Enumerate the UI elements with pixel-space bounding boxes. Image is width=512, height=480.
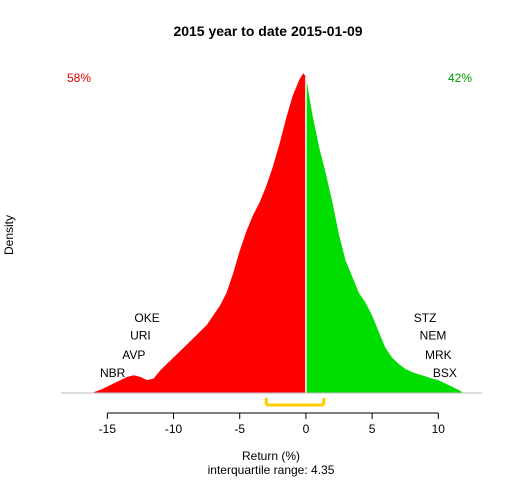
iqr-caption: interquartile range: 4.35 [208, 463, 335, 477]
stock-label: STZ [414, 311, 437, 325]
x-tick-label: -5 [234, 422, 245, 436]
stock-label: NBR [100, 366, 126, 380]
stock-label: OKE [134, 311, 159, 325]
iqr-bracket [264, 398, 326, 407]
x-tick-label: 0 [303, 422, 310, 436]
x-axis-label: Return (%) [242, 449, 300, 463]
stock-label: NEM [420, 329, 447, 343]
y-axis-label: Density [2, 215, 16, 255]
positive-share-label: 42% [448, 71, 472, 85]
x-tick-label: -10 [165, 422, 183, 436]
x-tick-label: 10 [432, 422, 446, 436]
x-tick-label: -15 [99, 422, 117, 436]
chart-title: 2015 year to date 2015-01-09 [173, 23, 362, 39]
density-areas [94, 73, 463, 393]
stock-label: MRK [425, 348, 452, 362]
positive-area [305, 76, 463, 393]
x-axis: -15 -10 -5 0 5 10 [99, 412, 446, 436]
stock-label: URI [130, 329, 151, 343]
stock-labels: OKE URI AVP NBR STZ NEM MRK BSX [100, 311, 457, 380]
negative-share-label: 58% [67, 71, 91, 85]
negative-area [94, 73, 306, 393]
stock-label: AVP [122, 348, 145, 362]
stock-label: BSX [433, 366, 457, 380]
x-tick-label: 5 [369, 422, 376, 436]
